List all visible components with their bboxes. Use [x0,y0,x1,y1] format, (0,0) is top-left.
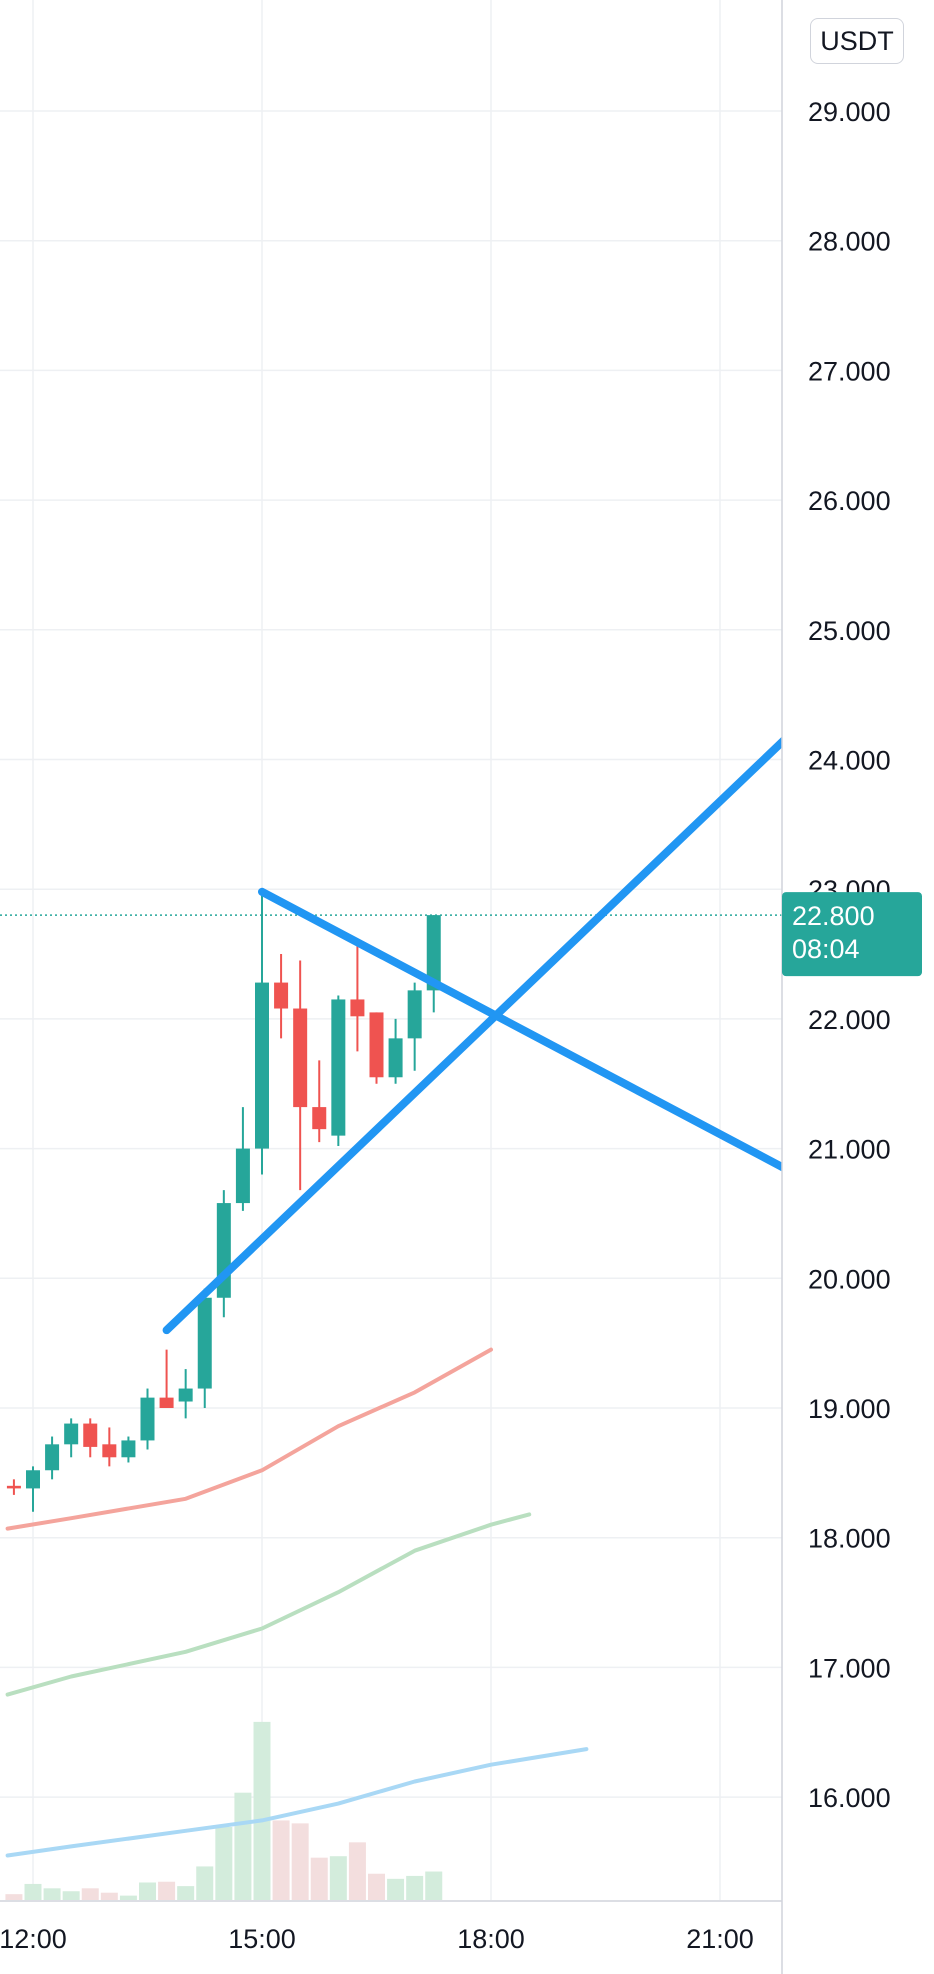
price-tick-label: 20.000 [808,1264,891,1294]
price-tick-label: 25.000 [808,616,891,646]
candle-body [178,1388,193,1402]
moving-averages [5,1347,589,1858]
volume-bar [119,1895,137,1900]
moving-average-line [5,1347,493,1531]
price-axis-labels: 29.00028.00027.00026.00025.00024.00023.0… [808,97,891,1813]
time-tick-label: 18:00 [457,1924,525,1954]
candle-body [26,1470,40,1489]
volume-bar [310,1857,328,1900]
price-tick-label: 16.000 [808,1783,891,1813]
volume-bar [215,1827,233,1900]
moving-average-line [5,1512,532,1697]
last-price-countdown: 08:04 [792,934,860,964]
candle-body [197,1297,212,1389]
price-tick-label: 28.000 [808,227,891,257]
volume-bar [177,1886,195,1900]
candle-body [6,1485,21,1489]
moving-average-line [5,1747,589,1858]
volume-bar [425,1871,443,1900]
time-tick-label: 15:00 [228,1924,296,1954]
price-axis-background[interactable] [782,0,934,1974]
volume-bar [406,1875,424,1900]
currency-button[interactable]: USDT [810,18,904,64]
volume-bar [329,1856,347,1900]
price-tick-label: 29.000 [808,97,891,127]
candle-body [426,915,441,991]
time-tick-label: 21:00 [686,1924,754,1954]
volume-bar [100,1892,118,1900]
candle-body [312,1107,327,1130]
volume-bar [368,1873,385,1900]
candle-body [407,990,422,1039]
candle-body [159,1397,174,1408]
candle-body [64,1423,79,1445]
volume-bar [24,1883,42,1900]
volume-bars [5,1721,443,1900]
volume-bar [5,1894,23,1900]
candle-body [235,1148,250,1204]
time-axis-labels[interactable]: 12:00 15:00 18:00 21:00 [0,1924,754,1954]
candle-body [45,1444,60,1471]
volume-bar [253,1721,271,1900]
candle-body [83,1423,98,1447]
candle-body [140,1397,155,1441]
volume-bar [272,1820,290,1900]
currency-label: USDT [820,25,894,56]
volume-bar [291,1823,309,1900]
chart-grid [0,0,782,1900]
time-tick-label: 12:00 [0,1924,67,1954]
price-tick-label: 26.000 [808,486,891,516]
candle-body [274,982,289,1009]
candle-body [293,1008,308,1108]
volume-bar [139,1882,156,1900]
price-tick-label: 19.000 [808,1394,891,1424]
last-price-value: 22.800 [792,901,875,931]
price-tick-label: 18.000 [808,1524,891,1554]
last-price-badge-background [782,892,922,977]
volume-bar [234,1792,252,1900]
volume-bar [387,1878,405,1900]
price-tick-label: 24.000 [808,746,891,776]
volume-bar [62,1891,80,1900]
price-tick-label: 21.000 [808,1135,891,1165]
volume-bar [158,1881,176,1900]
trendlines[interactable] [162,724,801,1335]
candle-body [388,1038,403,1078]
candlesticks [6,891,441,1512]
trendline[interactable] [162,724,801,1335]
candle-body [102,1444,117,1458]
candle-body [331,999,346,1136]
candle-body [255,982,269,1149]
price-tick-label: 27.000 [808,356,891,386]
volume-bar [348,1842,366,1900]
candle-body [369,1012,384,1078]
volume-bar [81,1888,99,1900]
candle-body [350,999,365,1017]
volume-bar [43,1888,61,1900]
volume-bar [196,1866,214,1900]
trendline[interactable] [258,887,801,1179]
price-tick-label: 22.000 [808,1005,891,1035]
price-tick-label: 17.000 [808,1653,891,1683]
candle-body [121,1440,136,1458]
